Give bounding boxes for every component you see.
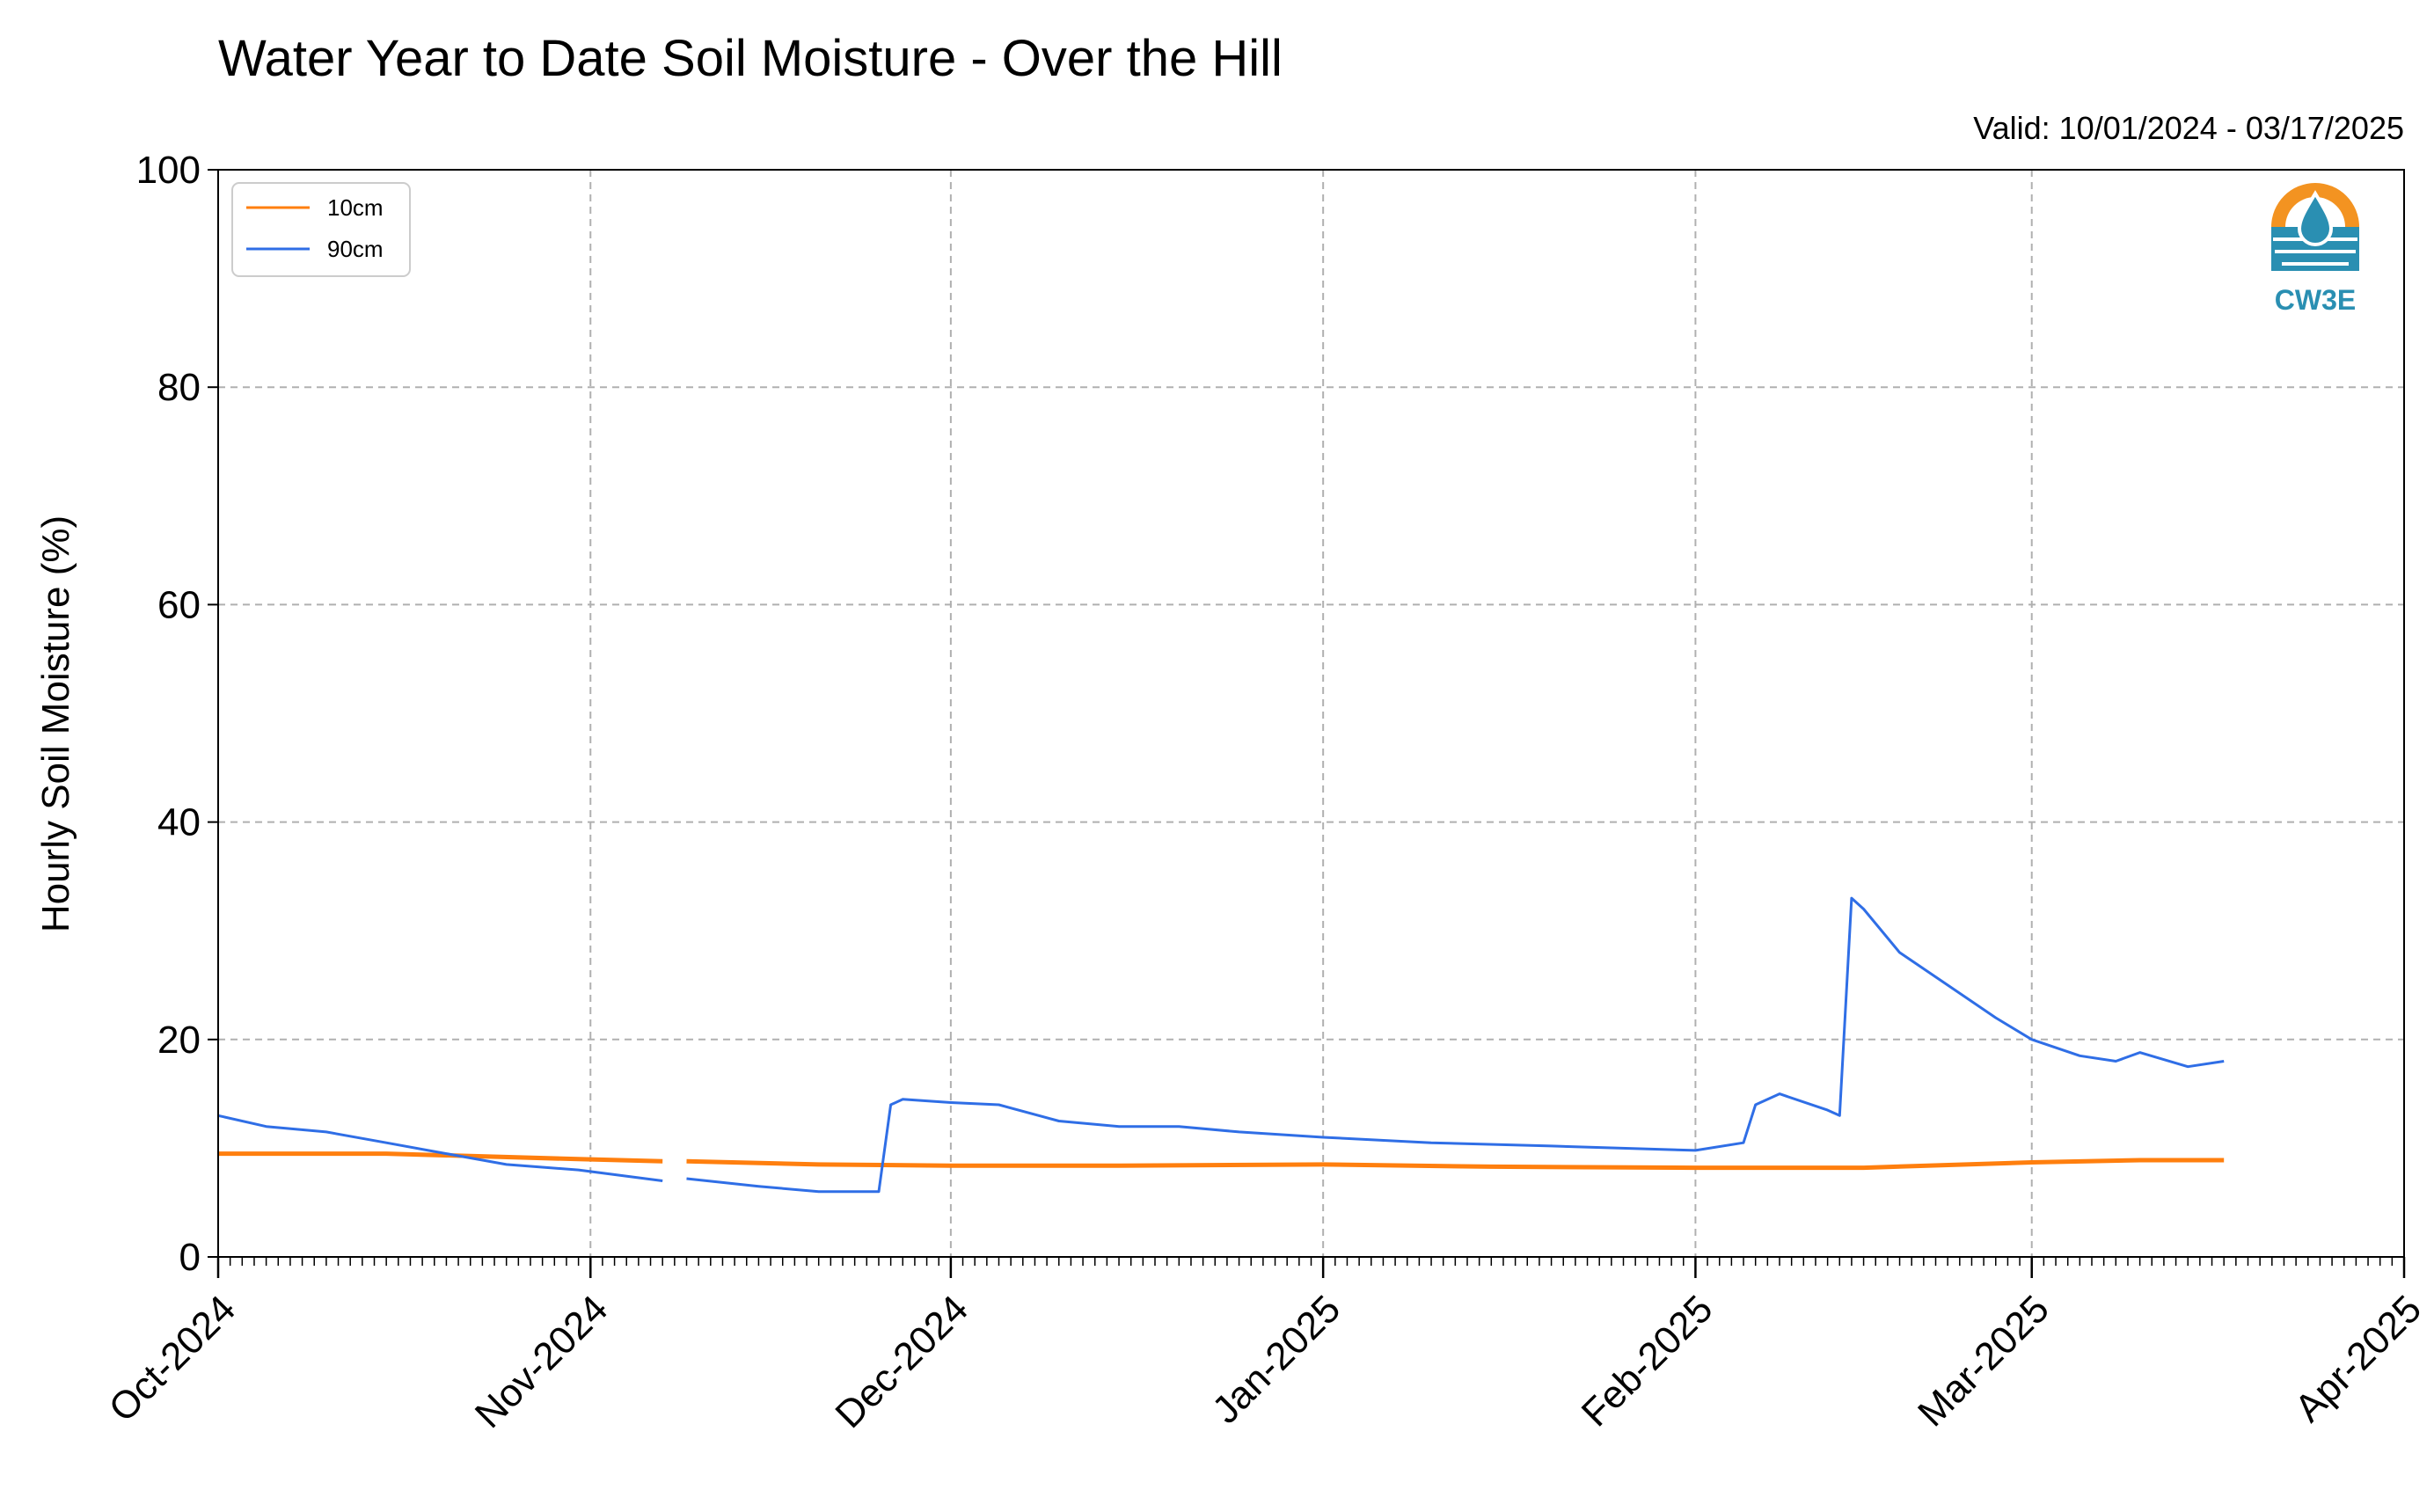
ytick-label-80: 80 [157,366,201,409]
legend: 10cm 90cm [231,182,411,277]
series-line-90cm [217,896,2225,1194]
ytick-label-60: 60 [157,583,201,626]
series-line-10cm [218,1151,2225,1171]
xtick-label-Mar-2025: Mar-2025 [1910,1287,2058,1435]
xtick-label-Feb-2025: Feb-2025 [1574,1287,1721,1435]
ytick-label-20: 20 [157,1019,201,1062]
legend-label-10cm: 10cm [327,194,384,221]
ytick-label-0: 0 [179,1236,201,1279]
ytick-label-40: 40 [157,801,201,844]
xtick-label-Dec-2024: Dec-2024 [827,1287,976,1436]
xtick-label-Apr-2025: Apr-2025 [2286,1287,2430,1430]
y-axis-label: Hourly Soil Moisture (%) [34,515,77,932]
plot-frame [217,169,2405,1258]
logo-text: CW3E [2275,284,2356,316]
y-tick-labels: 0 20 40 60 80 100 [136,149,201,1279]
water-drop-icon [2297,190,2334,246]
xtick-label-Nov-2024: Nov-2024 [467,1287,617,1436]
x-tick-labels: Oct-2024 Nov-2024 Dec-2024 Jan-2025 Feb-2025… [101,1287,2430,1436]
xtick-label-Oct-2024: Oct-2024 [101,1287,245,1430]
legend-label-90cm: 90cm [327,236,384,262]
axis-ticks [208,169,2406,1278]
legend-box [231,182,411,277]
chart-title: Water Year to Date Soil Moisture - Over … [218,30,1283,87]
cw3e-logo: CW3E [2271,183,2359,316]
chart-subtitle: Valid: 10/01/2024 - 03/17/2025 [1973,110,2404,146]
ytick-label-100: 100 [136,149,201,192]
series-lines [217,896,2225,1194]
grid-lines [218,170,2404,1257]
xtick-label-Jan-2025: Jan-2025 [1204,1287,1349,1431]
